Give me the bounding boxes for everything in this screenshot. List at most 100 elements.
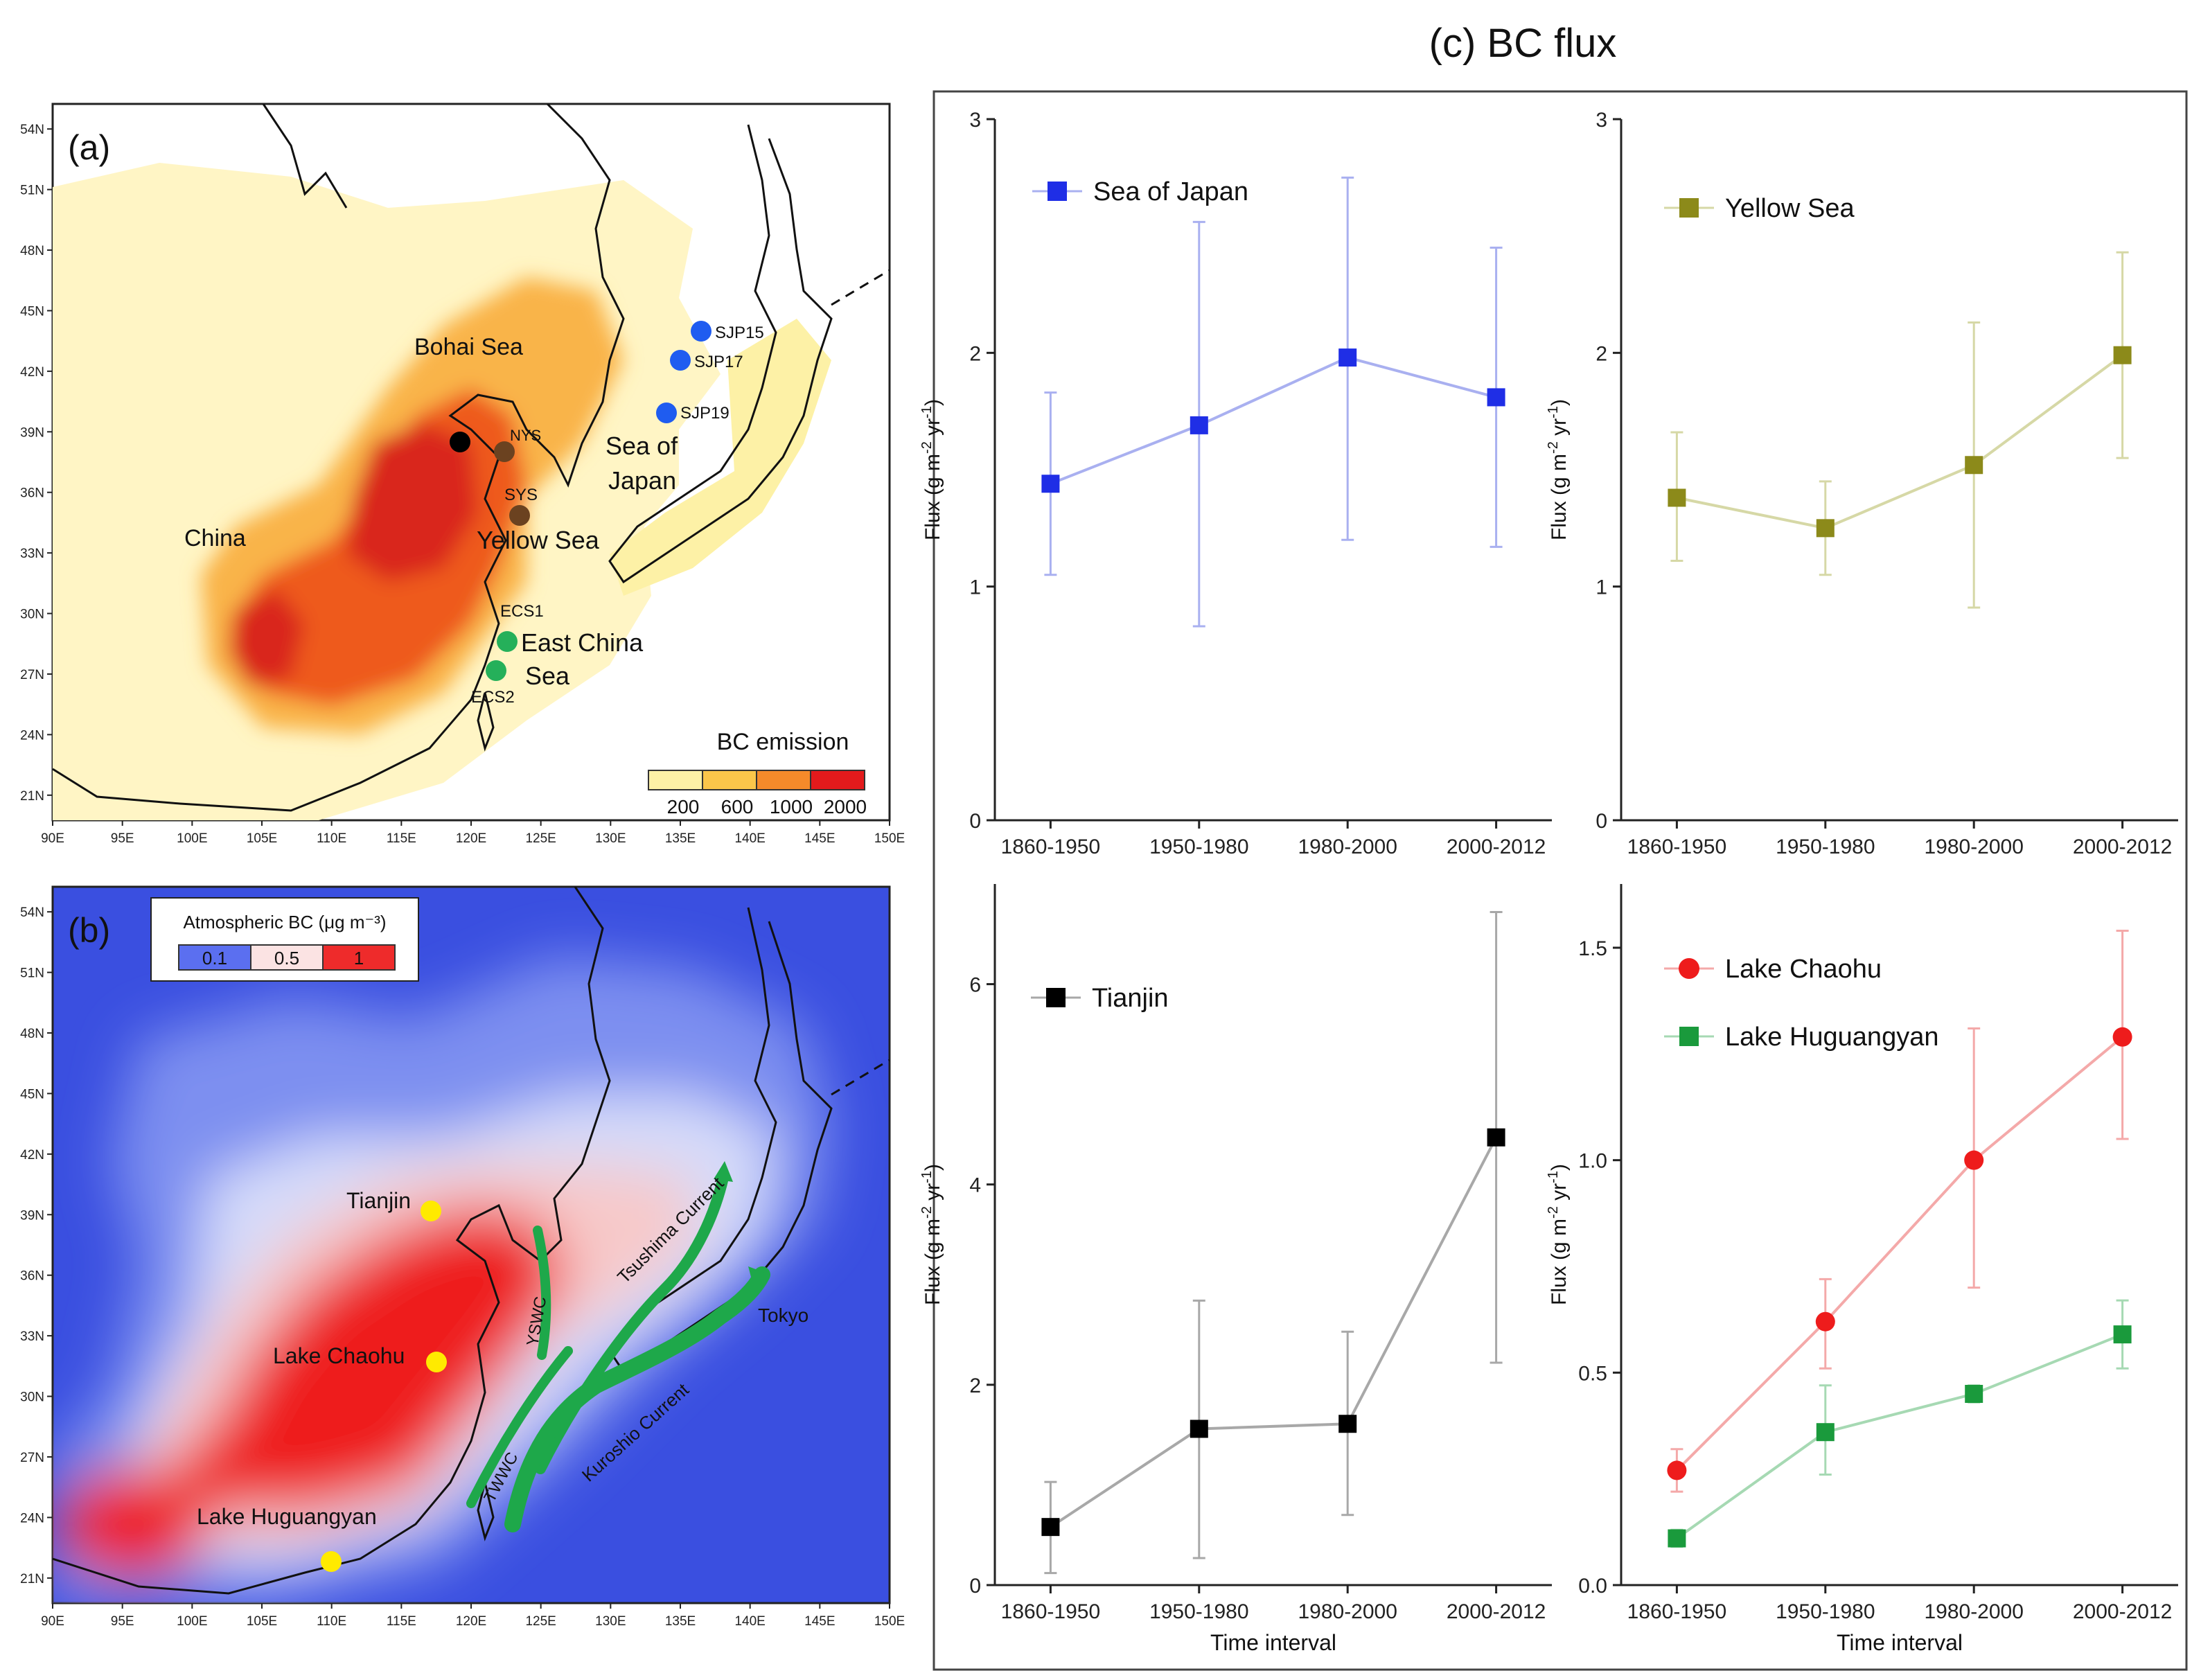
coastline-b-china bbox=[53, 887, 611, 1595]
emission-legend-swatch bbox=[810, 770, 865, 790]
place-label-sea: Sea bbox=[525, 662, 570, 690]
series-line bbox=[1676, 1333, 2123, 1540]
series-line bbox=[1676, 354, 2123, 530]
data-point bbox=[1041, 1518, 1060, 1537]
lat-tick-label: 36N bbox=[20, 486, 44, 501]
legend-label: Tianjin bbox=[1092, 984, 1169, 1013]
place-label-china: China bbox=[184, 525, 246, 551]
data-point bbox=[1816, 519, 1835, 538]
series-lake-huguangyan: Lake Huguangyan bbox=[1664, 1023, 2132, 1548]
place-label-sea-of: Sea of bbox=[606, 432, 678, 460]
data-point bbox=[1338, 348, 1357, 367]
tsushima-arrowhead bbox=[714, 1161, 733, 1182]
lon-tick-label: 115E bbox=[387, 831, 416, 846]
x-tick-label: 1860-1950 bbox=[1001, 1600, 1100, 1623]
yswc-current-arrow bbox=[533, 1226, 551, 1360]
lat-tick-label: 39N bbox=[20, 1208, 44, 1223]
lat-tick-label: 45N bbox=[20, 304, 44, 319]
series-line bbox=[1050, 355, 1497, 486]
y-axis-label-part: yr bbox=[921, 418, 944, 441]
lon-tick-label: 120E bbox=[456, 831, 486, 846]
lat-tick-label: 24N bbox=[20, 1511, 44, 1526]
chart-sea-of-japan: 0 1 2 3 1860-1950 1950-1980 1980-2000 2000-2012… bbox=[919, 109, 1552, 858]
lon-tick-label: 150E bbox=[874, 1614, 905, 1629]
lat-tick-label: 48N bbox=[20, 1027, 44, 1041]
lat-tick-label: 21N bbox=[20, 789, 44, 804]
coastline-a-china bbox=[53, 104, 625, 812]
x-tick-label: 1950-1980 bbox=[1149, 835, 1248, 858]
lat-tick-label: 51N bbox=[20, 184, 44, 198]
site-label-ecs2: ECS2 bbox=[471, 688, 515, 707]
y-tick-label: 1 bbox=[1596, 576, 1607, 599]
lon-tick-label: 140E bbox=[734, 1614, 765, 1629]
lon-tick-label: 105E bbox=[247, 831, 277, 846]
bc-legend-label: 0.5 bbox=[274, 948, 299, 969]
site-marker-sys bbox=[509, 505, 530, 526]
coastline-a-north bbox=[262, 104, 348, 209]
legend-label: Yellow Sea bbox=[1725, 194, 1855, 223]
emission-top-region bbox=[229, 423, 478, 686]
site-label-nys: NYS bbox=[510, 427, 541, 444]
emission-legend-label: 200 bbox=[667, 796, 700, 817]
twwc-current-arrow bbox=[466, 1346, 573, 1508]
x-tick-label: 1950-1980 bbox=[1776, 1600, 1875, 1623]
lat-tick-label: 54N bbox=[20, 123, 44, 137]
y-axis-label-part: ) bbox=[921, 1164, 944, 1171]
border-dash-a bbox=[831, 269, 890, 306]
lat-tick-label: 48N bbox=[20, 244, 44, 258]
legend-label: Lake Chaohu bbox=[1725, 955, 1882, 984]
legend-marker bbox=[1679, 198, 1699, 218]
lat-tick-label: 30N bbox=[20, 608, 44, 622]
lon-tick-label: 150E bbox=[874, 831, 905, 846]
lon-tick-label: 95E bbox=[111, 831, 134, 846]
data-point bbox=[1667, 1460, 1687, 1480]
tokyo-label: Tokyo bbox=[758, 1305, 808, 1326]
chart-yellow-sea: 0 1 2 3 1860-1950 1950-1980 1980-2000 2000-2012… bbox=[1546, 109, 2178, 858]
y-axis-label-sup: -1 bbox=[1546, 1171, 1561, 1183]
data-point bbox=[1487, 388, 1505, 407]
bc-legend-label: 0.1 bbox=[202, 948, 227, 969]
emission-legend-swatch bbox=[702, 770, 757, 790]
y-tick-label: 1 bbox=[969, 576, 981, 599]
y-axis-label: Flux (g m-2 yr-1) bbox=[1546, 1164, 1571, 1305]
lat-tick-label: 36N bbox=[20, 1269, 44, 1284]
x-tick-label: 1860-1950 bbox=[1627, 835, 1726, 858]
x-tick-label: 2000-2012 bbox=[1447, 1600, 1546, 1623]
y-axis-label-sup: -2 bbox=[1546, 1206, 1561, 1219]
y-tick-label: 1.0 bbox=[1578, 1150, 1607, 1173]
site-marker-sjp17 bbox=[670, 350, 691, 371]
kuroshio-current-arrow bbox=[504, 1266, 770, 1532]
lat-tick-label: 27N bbox=[20, 1451, 44, 1465]
bc-legend-swatch bbox=[322, 944, 396, 971]
map-b-label: (b) bbox=[68, 911, 110, 950]
data-point bbox=[1964, 1150, 1984, 1170]
lon-tick-label: 130E bbox=[595, 831, 626, 846]
y-axis-label-part: ) bbox=[1548, 399, 1571, 406]
chaohu-marker bbox=[426, 1352, 447, 1372]
lat-tick-label: 33N bbox=[20, 1329, 44, 1344]
tianjin-label: Tianjin bbox=[346, 1188, 411, 1213]
chart-frame bbox=[933, 90, 2188, 1671]
y-axis-label-part: yr bbox=[921, 1183, 944, 1206]
flux-charts: 0 1 2 3 1860-1950 1950-1980 1980-2000 2000-2012… bbox=[919, 109, 2178, 1655]
series-lake-chaohu: Lake Chaohu bbox=[1664, 929, 2132, 1493]
site-marker-ecs1 bbox=[497, 631, 518, 652]
legend-label: Sea of Japan bbox=[1093, 177, 1248, 206]
bc-legend-title: Atmospheric BC (μg m⁻³) bbox=[183, 912, 386, 932]
y-tick-label: 3 bbox=[969, 109, 981, 132]
lat-tick-label: 51N bbox=[20, 966, 44, 981]
lon-tick-label: 110E bbox=[317, 831, 346, 846]
bc-legend: 0.1 0.5 1 bbox=[178, 944, 396, 971]
chart-tianjin: 0 2 4 6 1860-1950 1950-1980 1980-2000 2000-2012… bbox=[919, 884, 1552, 1655]
map-a-label: (a) bbox=[68, 128, 110, 167]
data-point bbox=[2112, 1027, 2132, 1047]
x-tick-label: 2000-2012 bbox=[1447, 835, 1546, 858]
y-axis-label-part: Flux (g m bbox=[921, 1219, 944, 1305]
border-dash-b bbox=[831, 1059, 890, 1096]
map-a-axes: 54N 51N 48N 45N 42N 39N 36N 33N 30N 27N 24N 21N 90E 9… bbox=[20, 123, 905, 846]
x-tick-label: 1980-2000 bbox=[1924, 1600, 2023, 1623]
map-a: (a) SJP15 SJP17 SJP19 NYS SYS ECS1 ECS2 … bbox=[20, 103, 905, 846]
y-axis-label-part: Flux (g m bbox=[921, 454, 944, 540]
data-point bbox=[1190, 416, 1208, 434]
